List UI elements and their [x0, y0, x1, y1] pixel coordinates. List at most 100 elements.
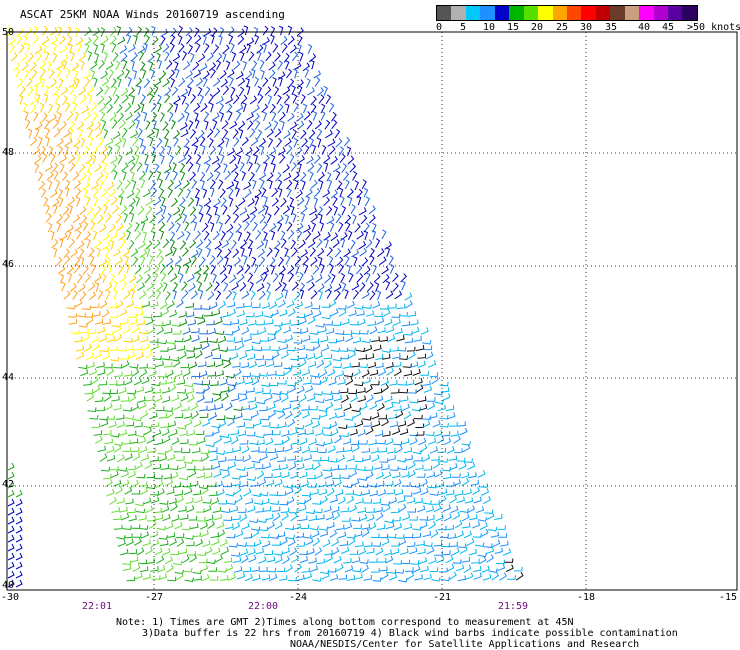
wind-barb — [125, 538, 134, 546]
wind-barb — [27, 128, 33, 139]
wind-barb — [224, 256, 229, 267]
wind-barb — [195, 239, 204, 249]
wind-barb — [333, 404, 343, 411]
wind-barb — [319, 369, 328, 378]
wind-barb — [325, 401, 334, 411]
wind-barb — [373, 388, 383, 395]
wind-barb — [210, 532, 220, 539]
wind-barb — [499, 572, 507, 581]
wind-barb — [167, 377, 176, 384]
wind-barb — [241, 326, 250, 335]
wind-barb — [306, 78, 311, 88]
wind-barb — [167, 179, 174, 190]
wind-barb — [121, 162, 129, 172]
wind-barb — [388, 413, 397, 420]
wind-barb — [171, 514, 180, 522]
wind-barb — [318, 411, 328, 419]
wind-barb — [164, 87, 172, 97]
wind-barb — [84, 312, 94, 318]
wind-barb — [120, 205, 128, 215]
wind-barb — [63, 248, 70, 259]
wind-barb — [32, 34, 39, 45]
wind-barb — [27, 52, 34, 63]
wind-barb — [276, 567, 286, 573]
wind-barb — [316, 238, 323, 249]
wind-barb — [365, 272, 371, 283]
wind-barb — [274, 52, 281, 62]
wind-barb — [100, 43, 105, 54]
wind-barb — [212, 231, 220, 241]
wind-barb — [181, 281, 188, 291]
wind-barb — [131, 524, 141, 529]
wind-barb — [194, 187, 200, 198]
wind-barb — [157, 565, 166, 573]
wind-barb — [344, 565, 354, 573]
wind-barb — [182, 482, 192, 488]
wind-barb — [237, 430, 247, 437]
wind-barb — [212, 44, 219, 54]
wind-barb — [208, 338, 218, 343]
wind-barb — [467, 462, 476, 470]
wind-barb — [409, 431, 419, 437]
wind-barb — [7, 36, 16, 46]
wind-barb — [151, 112, 158, 123]
wind-barb — [250, 137, 259, 147]
wind-barb — [148, 402, 157, 411]
wind-barb — [55, 256, 63, 267]
wind-barb — [405, 379, 415, 386]
wind-barb — [7, 516, 15, 525]
wind-barb — [50, 153, 56, 163]
wind-barb — [70, 329, 80, 335]
wind-barb — [269, 381, 279, 387]
wind-barb — [334, 434, 342, 444]
wind-barb — [328, 421, 338, 429]
wind-barb — [236, 466, 246, 471]
wind-barb — [296, 222, 304, 232]
wind-barb — [287, 25, 293, 36]
wind-barb — [202, 384, 211, 393]
wind-barb — [74, 299, 83, 308]
wind-barb — [56, 137, 64, 147]
wind-barb — [95, 205, 102, 216]
wind-barb — [495, 559, 505, 565]
wind-barb — [232, 522, 241, 531]
wind-barb — [231, 51, 237, 62]
wind-barb — [203, 197, 212, 207]
wind-barb — [7, 579, 15, 588]
wind-barb — [487, 526, 498, 532]
wind-barb — [262, 77, 269, 88]
wind-barb — [267, 521, 275, 530]
wind-barb — [215, 370, 224, 377]
wind-barb — [146, 86, 154, 97]
wind-barb — [221, 470, 231, 479]
wind-barb — [189, 171, 196, 181]
wind-barb — [362, 377, 371, 385]
wind-barb — [289, 205, 295, 216]
wind-barb — [159, 264, 166, 274]
wind-barb — [316, 137, 322, 148]
colorbar-label: 35 — [605, 22, 618, 33]
wind-barb — [397, 496, 406, 504]
wind-barb — [173, 170, 178, 181]
wind-barb — [157, 450, 167, 455]
wind-barb — [219, 26, 225, 37]
wind-barb — [206, 559, 216, 565]
wind-barb — [291, 128, 297, 139]
wind-barb — [316, 514, 325, 520]
wind-barb — [366, 547, 375, 554]
wind-barb — [403, 523, 413, 530]
wind-barb — [237, 35, 245, 45]
wind-barb — [206, 361, 216, 368]
wind-barb — [108, 69, 114, 80]
wind-barb — [335, 213, 342, 224]
wind-barb — [338, 264, 344, 274]
wind-barb — [85, 316, 94, 325]
wind-barb — [181, 525, 191, 531]
wind-barb — [271, 430, 281, 436]
wind-barb — [130, 60, 135, 70]
wind-barb — [341, 517, 351, 522]
wind-barb — [273, 321, 283, 327]
wind-barb — [310, 338, 320, 343]
wind-barb — [94, 52, 100, 63]
wind-barb — [229, 274, 237, 284]
